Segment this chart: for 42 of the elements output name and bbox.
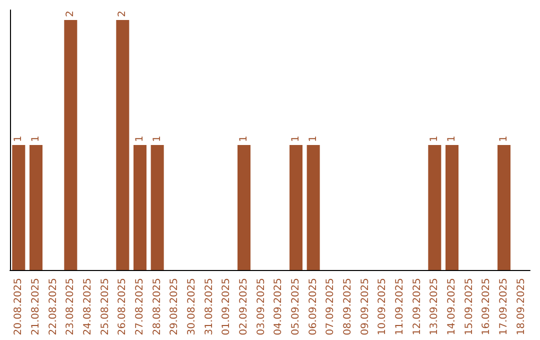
- data-label: 1: [308, 136, 319, 142]
- x-tick-label: 15.09.2025: [464, 278, 475, 336]
- x-tick-label: 26.08.2025: [117, 278, 128, 336]
- x-tick-label: 12.09.2025: [412, 278, 423, 336]
- x-tick-label: 27.08.2025: [134, 278, 146, 336]
- x-tick-label: 24.08.2025: [82, 278, 94, 336]
- x-tick-label: 05.09.2025: [290, 278, 302, 336]
- x-tick-label: 31.08.2025: [204, 278, 215, 336]
- x-tick-label: 16.09.2025: [481, 278, 492, 336]
- x-tick-label: 18.09.2025: [516, 278, 527, 336]
- x-tick-label: 21.08.2025: [30, 278, 42, 336]
- x-tick-label: 14.09.2025: [446, 278, 458, 336]
- data-label: 1: [446, 136, 458, 142]
- x-tick-label: 23.08.2025: [65, 278, 76, 336]
- x-tick-label: 25.08.2025: [100, 278, 111, 336]
- x-tick-label: 28.08.2025: [152, 278, 163, 336]
- data-label: 1: [152, 136, 163, 142]
- data-label: 1: [429, 136, 440, 142]
- x-tick-label: 02.09.2025: [238, 278, 250, 336]
- data-label: 1: [134, 136, 146, 142]
- x-tick-label: 17.09.2025: [498, 278, 510, 336]
- data-label: 1: [498, 136, 510, 142]
- x-tick-label: 29.08.2025: [169, 278, 180, 336]
- x-tick-label: 13.09.2025: [429, 278, 440, 336]
- x-tick-label: 22.08.2025: [48, 278, 59, 336]
- data-label: 1: [30, 136, 42, 142]
- x-tick-label: 07.09.2025: [325, 278, 336, 336]
- data-label: 1: [13, 136, 24, 142]
- data-label: 1: [238, 136, 250, 142]
- x-tick-label: 09.09.2025: [360, 278, 371, 336]
- x-tick-label: 11.09.2025: [394, 278, 406, 336]
- x-tick-label: 04.09.2025: [273, 278, 284, 336]
- x-tick-label: 20.08.2025: [13, 278, 24, 336]
- x-tick-label: 01.09.2025: [221, 278, 232, 336]
- x-tick-label: 08.09.2025: [342, 278, 354, 336]
- x-tick-label: 30.08.2025: [186, 278, 198, 336]
- data-label: 1: [290, 136, 302, 142]
- x-tick-label: 03.09.2025: [256, 278, 267, 336]
- x-tick-label: 10.09.2025: [377, 278, 388, 336]
- x-tick-label: 06.09.2025: [308, 278, 319, 336]
- data-label: 2: [65, 10, 76, 17]
- data-label: 2: [117, 10, 128, 17]
